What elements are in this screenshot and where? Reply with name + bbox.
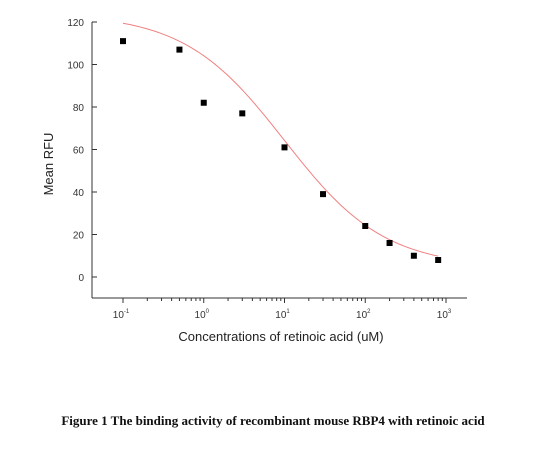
x-tick-label: 100 (195, 309, 210, 321)
x-tick-exponent: 3 (448, 309, 452, 315)
x-tick-exponent: -1 (124, 309, 130, 315)
data-points (120, 38, 442, 263)
x-tick-exponent: 0 (206, 309, 210, 315)
data-point (120, 38, 126, 45)
y-ticks: 0 20 40 60 80 100 120 (67, 18, 97, 284)
x-tick-label: 102 (356, 309, 371, 321)
x-tick-base: 10 (356, 310, 368, 321)
data-point (239, 110, 246, 117)
y-tick-label: 120 (67, 18, 84, 29)
x-tick-label: 10-1 (113, 309, 130, 321)
x-ticks: 10-1 100 101 102 103 (113, 298, 452, 321)
x-tick-exponent: 1 (286, 309, 290, 315)
y-tick-label: 20 (73, 231, 85, 242)
fit-curve (122, 22, 439, 257)
data-point (320, 191, 327, 198)
data-point (200, 99, 207, 106)
y-tick-label: 60 (73, 146, 85, 157)
y-tick-label: 0 (78, 273, 84, 284)
y-tick-label: 80 (73, 103, 85, 114)
figure-caption: Figure 1 The binding activity of recombi… (61, 413, 485, 428)
data-point (362, 223, 369, 229)
data-point (176, 46, 183, 53)
data-point (410, 252, 417, 259)
x-tick-base: 10 (437, 310, 449, 321)
x-tick-base: 10 (275, 310, 287, 321)
x-tick-base: 10 (195, 310, 207, 321)
x-tick-label: 101 (275, 309, 290, 321)
x-axis-title: Concentrations of retinoic acid (uM) (178, 329, 383, 344)
y-axis-title: Mean RFU (41, 133, 56, 196)
data-point (281, 144, 288, 151)
y-tick-label: 40 (73, 188, 85, 199)
x-tick-label: 103 (437, 309, 452, 321)
x-tick-base: 10 (113, 310, 125, 321)
data-point (435, 257, 442, 263)
y-tick-label: 100 (67, 61, 84, 72)
x-tick-exponent: 2 (367, 309, 371, 315)
data-point (386, 240, 393, 246)
axes (91, 22, 467, 299)
